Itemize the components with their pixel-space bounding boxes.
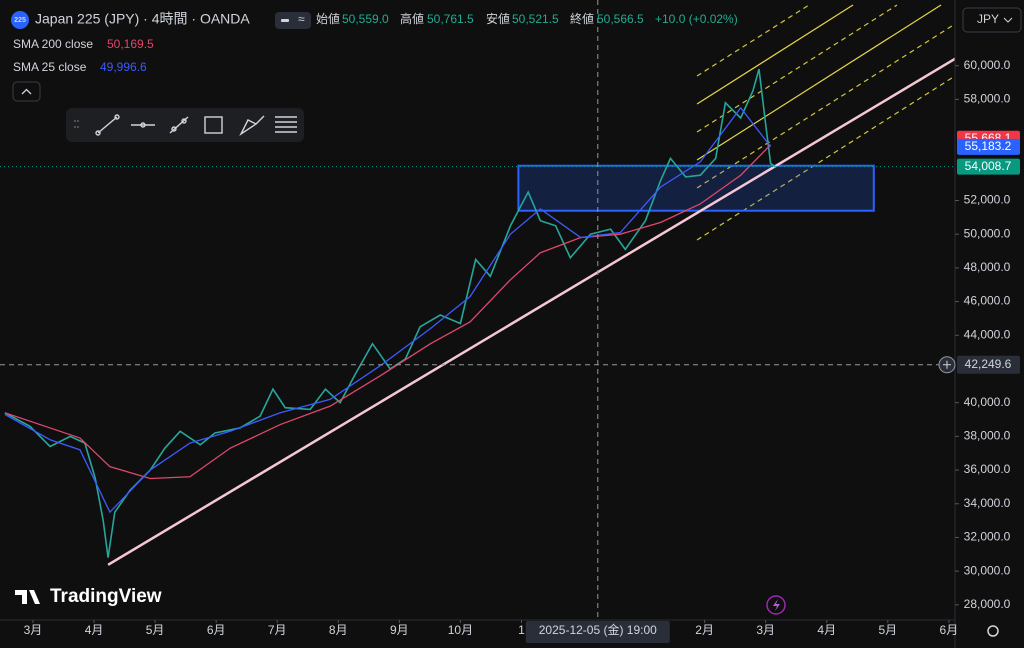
icon [773, 599, 780, 611]
tool-fib[interactable] [275, 116, 297, 133]
ohlc-value: 50,559.0 [342, 12, 389, 26]
icon [943, 360, 951, 369]
x-tick-label: 6月 [940, 623, 959, 637]
x-tick-label: 5月 [878, 623, 897, 637]
icon [21, 88, 32, 95]
x-tick-label: 10月 [448, 623, 473, 637]
y-tick-label: 48,000.0 [964, 260, 1011, 274]
legend-value: 50,169.5 [107, 37, 154, 51]
crosshair-y-label: 42,249.6 [965, 357, 1012, 371]
y-tick-label: 44,000.0 [964, 327, 1011, 341]
ohlc-value: 50,761.5 [427, 12, 474, 26]
icon [281, 19, 289, 22]
x-tick-label: 7月 [268, 623, 287, 637]
drawing-toolbar [66, 108, 304, 142]
crosshair-x-tag [525, 621, 670, 643]
currency: JPY [977, 12, 999, 26]
y-tick-label: 36,000.0 [964, 462, 1011, 476]
x-tick-label: 3月 [756, 623, 775, 637]
x-tick-label: 2月 [695, 623, 714, 637]
crosshair-y-tag [957, 355, 1020, 374]
alert-icon[interactable] [766, 595, 786, 615]
legend-name: SMA 25 close [13, 60, 87, 74]
symbol-title: Japan 225 (JPY) · 4時間 · OANDA [35, 11, 250, 27]
logo-mark [15, 590, 40, 604]
logo-text: TradingView [50, 586, 162, 607]
ohlc-name: 終値 [570, 11, 594, 26]
ohlc-value: 50,566.5 [597, 12, 644, 26]
x-tick-label: 4月 [85, 623, 104, 637]
tool-trend[interactable] [97, 116, 118, 134]
icon: ≈ [298, 12, 305, 26]
settings-icon[interactable] [987, 625, 999, 637]
x-tick-label: 8月 [329, 623, 348, 637]
x-tick-label: 3月 [24, 623, 43, 637]
x-tick-label: 9月 [390, 623, 409, 637]
legend-name: SMA 200 close [13, 37, 93, 51]
price-tag-label: 54,008.7 [965, 159, 1012, 173]
change: +10.0 (+0.02%) [655, 12, 738, 26]
y-tick-label: 58,000.0 [964, 92, 1011, 106]
y-tick-label: 46,000.0 [964, 294, 1011, 308]
y-tick-label: 28,000.0 [964, 597, 1011, 611]
ohlc-value: 50,521.5 [512, 12, 559, 26]
y-tick-label: 40,000.0 [964, 395, 1011, 409]
price-tag [957, 138, 1020, 155]
x-tick-label: 4月 [817, 623, 836, 637]
collapse-button[interactable] [12, 81, 41, 102]
tool-rect[interactable] [204, 116, 223, 134]
series-line [4, 106, 772, 514]
plot [0, 0, 955, 620]
y-tick-label: 52,000.0 [964, 193, 1011, 207]
series-line [4, 144, 772, 480]
ohlc-name: 始値 [316, 11, 340, 26]
currency-button[interactable] [962, 7, 1022, 33]
y-tick-label: 34,000.0 [964, 496, 1011, 510]
price-tag [957, 158, 1020, 175]
symbol-badge [11, 11, 29, 29]
y-tick-label: 50,000.0 [964, 226, 1011, 240]
price-tag-label: 55,183.2 [965, 139, 1012, 153]
trendline [107, 57, 955, 566]
y-tick-label: 30,000.0 [964, 563, 1011, 577]
badge-text: 225 [14, 17, 26, 24]
crosshair-x-label: 2025-12-05 (金) 19:00 [539, 622, 657, 637]
series-line [4, 68, 776, 558]
legend-value: 49,996.6 [100, 60, 147, 74]
zone [517, 164, 875, 212]
y-tick-label: 38,000.0 [964, 429, 1011, 443]
x-tick-label: 5月 [146, 623, 165, 637]
x-tick-label: 1 [518, 623, 525, 637]
x-tick-label: 6月 [207, 623, 226, 637]
ohlc-name: 高値 [400, 11, 424, 26]
y-tick-label: 60,000.0 [964, 58, 1011, 72]
channel [696, 4, 955, 241]
indicator-toggle[interactable] [275, 12, 311, 29]
y-tick-label: 32,000.0 [964, 530, 1011, 544]
icon [1003, 17, 1013, 23]
tool-brush[interactable] [239, 115, 265, 137]
ohlc-name: 安値 [486, 11, 510, 26]
